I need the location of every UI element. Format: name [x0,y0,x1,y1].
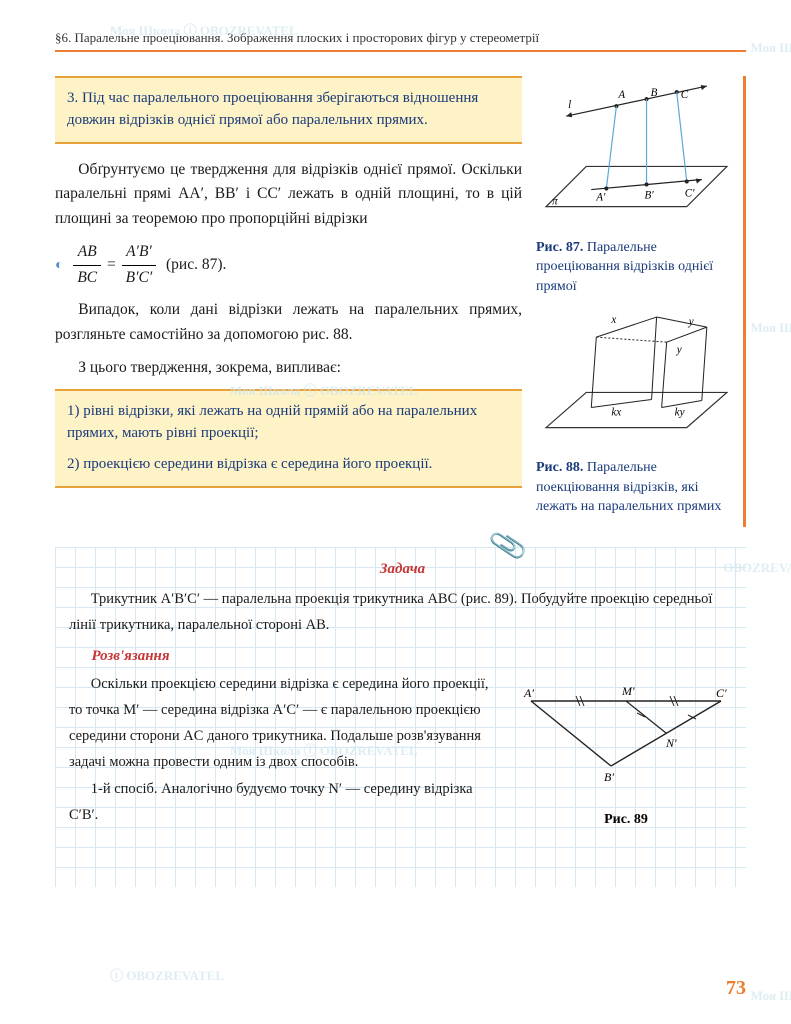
fig88-x: x [610,314,616,326]
para1-text: Обґрунтуємо це твердження для відрізків … [55,161,522,228]
solution-right: A′ C′ B′ M′ N′ Рис. 89 [516,671,736,828]
watermark: Моя Школа [751,988,791,1004]
figure-88: x y y kx ky Рис. 88. Паралельне поекціюв… [536,307,737,517]
watermark: ⓘ OBOZREVATEL [110,965,224,984]
paragraph-2: Випадок, коли дані відрізки лежать на па… [55,298,522,348]
task-text-content: Трикутник A′B′C′ — паралельна проекція т… [69,591,712,633]
fig87-label: Рис. 87. [536,240,583,255]
fig87-Bp: B′ [645,190,655,202]
highlight-box-2: 1) рівні відрізки, які лежать на одній п… [55,389,522,488]
section-header: §6. Паралельне проеціювання. Зображення … [55,30,746,46]
fig88-caption: Рис. 88. Паралельне поекціювання відрізк… [536,458,737,517]
watermark: Моя Школа [751,320,791,336]
fig89-Bp: B′ [604,770,614,784]
method1-text: 1-й спосіб. Аналогічно будуємо точку N′ … [69,776,500,828]
fig87-svg: π l A B C [536,76,737,227]
formula-ref: (рис. 87). [166,256,226,273]
fig87-B: B [651,87,658,99]
solution-row: Оскільки проекцією середини відрізка є с… [69,671,736,828]
left-column: 3. Під час паралельного проеціювання збе… [55,76,522,527]
fig87-C: C [681,89,689,101]
figure-87: π l A B C [536,76,737,297]
watermark: Моя Школа [751,40,791,56]
fig88-y: y [688,316,694,328]
solution-text: Оскільки проекцією середини відрізка є с… [69,671,500,775]
fig88-svg: x y y kx ky [536,307,737,448]
solution-left: Оскільки проекцією середини відрізка є с… [69,671,500,828]
fig89-Cp: C′ [716,686,727,700]
fig87-Ap: A′ [595,192,606,204]
textbook-page: Моя Школа ⓘ OBOZREVATEL Моя Школа Моя Шк… [0,0,791,1024]
fig87-caption: Рис. 87. Паралельне проеціювання відрізк… [536,238,737,297]
fig89-Mp: M′ [621,684,635,698]
formula-line: ◐ AB BC = A′B′ B′C′ (рис. 87). [55,240,522,291]
fig88-label: Рис. 88. [536,460,583,475]
fig89-label-text: Рис. 89 [604,812,648,827]
page-number: 73 [726,977,746,1000]
fig89-label: Рис. 89 [516,812,736,828]
right-column: π l A B C [536,76,746,527]
frac-den: B′C′ [122,266,157,291]
fig87-pi: π [552,196,558,208]
proportion-formula: AB BC = A′B′ B′C′ [71,240,158,291]
content-row-1: 3. Під час паралельного проеціювання збе… [55,76,746,527]
fig87-l: l [568,99,571,111]
bullet-icon: ◐ [55,258,63,273]
task-statement: Трикутник A′B′C′ — паралельна проекція т… [69,586,736,638]
paragraph-3: З цього твердження, зокрема, випливає: [55,356,522,381]
fig89-Np: N′ [665,736,677,750]
fig88-ky: ky [675,406,685,418]
solution-title: Розв'язання [69,648,736,665]
frac-den: BC [73,266,101,291]
box2-item2: 2) проекцією середини відрізка є середин… [67,454,510,476]
fig89-svg: A′ C′ B′ M′ N′ [516,671,736,801]
side-rule [743,76,746,527]
frac-num: A′B′ [122,240,157,266]
box1-text: 3. Під час паралельного проеціювання збе… [67,90,478,128]
task-title: Задача [69,561,736,578]
fig88-kx: kx [611,406,621,418]
highlight-box-1: 3. Під час паралельного проеціювання збе… [55,76,522,144]
box2-item1: 1) рівні відрізки, які лежать на одній п… [67,401,510,445]
task-section: 📎 Задача Трикутник A′B′C′ — паралельна п… [55,547,746,887]
fig89-Ap: A′ [523,686,534,700]
paragraph-1: Обґрунтуємо це твердження для відрізків … [55,158,522,232]
header-rule [55,50,746,52]
fig87-Cp: C′ [685,188,695,200]
fig87-A: A [617,89,625,101]
frac-num: AB [73,240,101,266]
fig88-y2: y [676,344,682,356]
